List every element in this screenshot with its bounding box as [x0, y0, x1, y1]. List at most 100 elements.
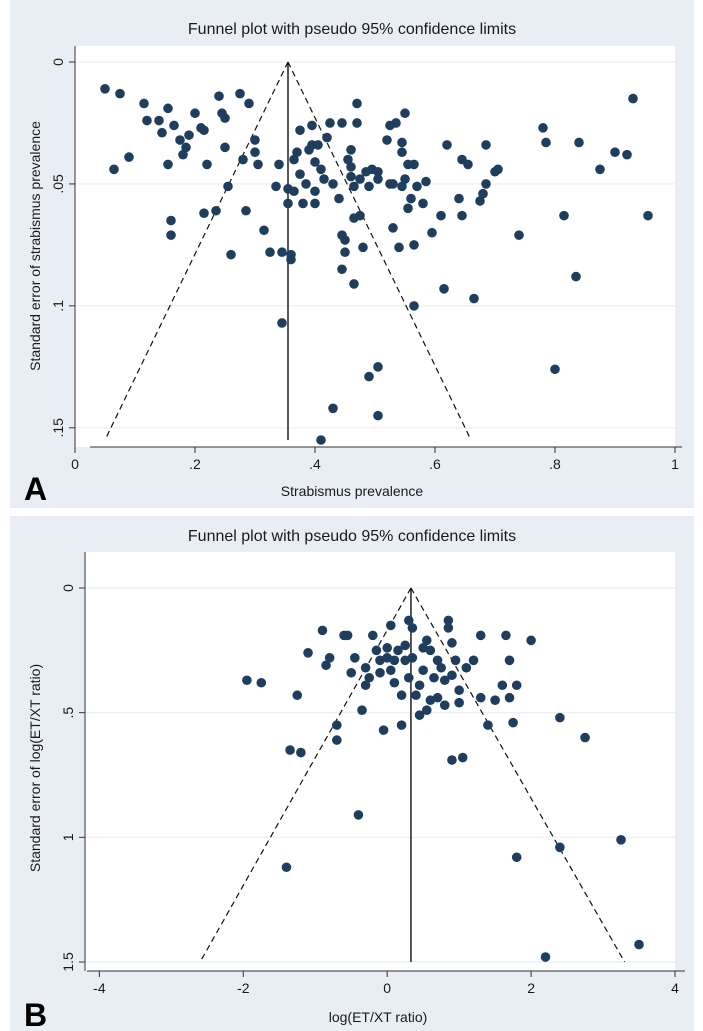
data-point-a-125	[481, 179, 491, 189]
data-point-a-35	[253, 159, 263, 170]
data-point-b-7	[317, 625, 328, 636]
data-point-a-4	[139, 98, 149, 109]
y-tick-label-a-0: 0	[50, 58, 66, 66]
data-point-a-72	[340, 247, 350, 258]
chart-title-a: Funnel plot with pseudo 95% confidence l…	[188, 21, 516, 38]
data-point-a-17	[190, 108, 200, 119]
data-point-a-107	[406, 193, 416, 204]
data-point-b-38	[403, 672, 414, 683]
data-point-b-69	[483, 720, 493, 730]
data-point-b-45	[418, 665, 428, 676]
data-point-a-126	[481, 140, 491, 150]
data-point-b-32	[393, 645, 403, 656]
data-point-a-10	[166, 215, 176, 226]
data-point-a-113	[421, 176, 431, 187]
data-point-b-49	[425, 645, 436, 656]
data-point-a-123	[475, 196, 485, 206]
data-point-a-43	[283, 198, 293, 209]
data-point-a-40	[277, 318, 287, 328]
data-points-a	[100, 84, 653, 445]
data-point-b-3	[296, 747, 306, 758]
data-point-a-22	[211, 205, 221, 216]
data-point-a-101	[397, 147, 407, 158]
data-point-a-75	[346, 162, 356, 172]
data-point-a-140	[643, 210, 653, 221]
data-point-a-25	[220, 113, 230, 123]
data-point-a-38	[271, 181, 281, 192]
data-point-a-96	[388, 179, 398, 189]
data-point-a-103	[400, 108, 410, 119]
data-point-a-32	[244, 98, 254, 109]
data-point-b-19	[360, 680, 371, 691]
data-point-a-9	[163, 159, 173, 170]
data-point-a-102	[397, 181, 407, 192]
panel-letter-a: A	[24, 471, 47, 507]
data-point-b-50	[429, 672, 439, 683]
data-point-b-70	[490, 695, 500, 705]
data-point-a-122	[469, 293, 479, 304]
data-point-a-139	[628, 93, 638, 104]
data-point-a-83	[355, 174, 365, 184]
data-point-a-11	[166, 230, 176, 240]
data-point-b-55	[439, 675, 450, 686]
data-point-a-0	[100, 84, 110, 94]
data-point-b-11	[332, 735, 342, 745]
x-tick-label-a-0: 0	[71, 456, 79, 472]
data-point-a-41	[277, 247, 287, 258]
x-tick-label-a-3: .6	[429, 456, 441, 472]
data-point-b-20	[364, 672, 375, 683]
data-point-a-131	[541, 137, 551, 148]
data-point-a-138	[622, 149, 632, 160]
funnel-plot-panel-a: Funnel plot with pseudo 95% confidence l…	[10, 0, 694, 508]
chart-title-b: Funnel plot with pseudo 95% confidence l…	[188, 528, 516, 545]
x-tick-label-b-0: -4	[93, 980, 106, 996]
data-point-a-121	[463, 159, 473, 170]
gridlines-a	[75, 61, 675, 429]
x-tick-label-b-2: 0	[383, 980, 391, 996]
funnel-right-limit-b	[410, 587, 626, 963]
data-point-a-50	[295, 169, 305, 179]
data-point-b-73	[504, 655, 515, 666]
data-point-b-8	[321, 660, 331, 671]
x-tick-label-b-1: -2	[237, 980, 250, 996]
data-point-a-135	[574, 137, 584, 148]
data-point-a-60	[316, 164, 326, 175]
data-point-a-108	[409, 159, 419, 170]
data-point-a-66	[328, 403, 338, 414]
data-point-b-25	[378, 725, 389, 735]
data-point-a-6	[154, 115, 164, 126]
data-point-a-14	[178, 149, 188, 160]
data-point-a-49	[295, 125, 305, 136]
data-point-a-84	[358, 242, 368, 253]
y-tick-label-b-0: 0	[60, 584, 76, 592]
data-point-b-75	[508, 717, 518, 728]
data-point-a-19	[199, 125, 209, 136]
data-point-b-78	[526, 635, 536, 646]
data-point-a-133	[559, 210, 569, 221]
data-point-b-68	[475, 692, 486, 703]
y-axis-label-b: Standard error of log(ET/XT ratio)	[27, 664, 43, 872]
data-point-a-132	[550, 364, 560, 375]
data-point-a-89	[373, 362, 383, 372]
data-point-a-61	[316, 435, 326, 445]
data-point-b-58	[447, 638, 457, 648]
data-point-b-40	[407, 653, 418, 663]
y-tick-label-b-2: 1	[60, 833, 76, 841]
x-tick-label-a-5: 1	[671, 456, 679, 472]
data-point-b-53	[436, 662, 446, 673]
data-point-a-26	[220, 142, 230, 153]
y-tick-label-a-2: .1	[50, 300, 66, 312]
data-point-a-13	[175, 135, 185, 145]
data-point-b-37	[403, 615, 414, 626]
data-point-b-46	[421, 705, 432, 715]
data-point-a-52	[301, 179, 311, 189]
data-point-a-79	[349, 279, 359, 289]
data-point-a-8	[163, 103, 173, 114]
data-point-a-21	[202, 159, 212, 170]
data-point-b-60	[447, 755, 457, 765]
data-point-a-2	[109, 164, 119, 175]
data-point-a-33	[250, 135, 260, 145]
panel-letter-b: B	[24, 997, 47, 1031]
data-point-b-56	[443, 615, 454, 626]
data-point-b-6	[303, 648, 313, 658]
